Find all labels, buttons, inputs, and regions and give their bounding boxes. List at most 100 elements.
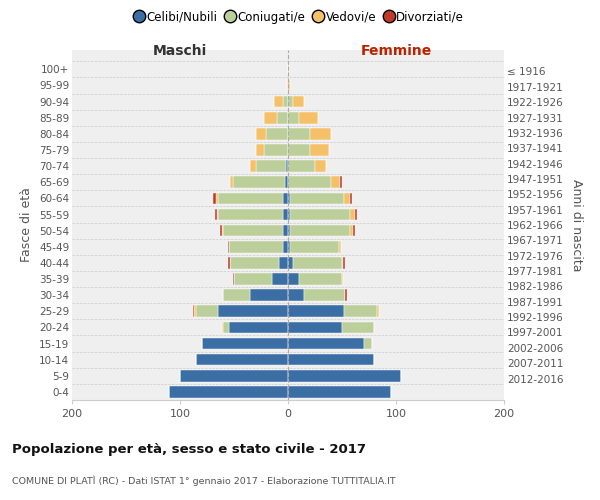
Bar: [288, 338, 364, 349]
Bar: [293, 257, 342, 268]
Bar: [194, 306, 196, 317]
Bar: [222, 225, 223, 236]
Bar: [229, 241, 283, 252]
Bar: [229, 322, 288, 333]
Bar: [288, 225, 290, 236]
Bar: [331, 176, 340, 188]
Bar: [234, 273, 272, 285]
Bar: [274, 96, 283, 108]
Bar: [355, 208, 357, 220]
Bar: [290, 192, 344, 204]
Bar: [286, 160, 288, 172]
Bar: [290, 241, 339, 252]
Bar: [256, 160, 286, 172]
Bar: [288, 112, 299, 124]
Bar: [288, 208, 290, 220]
Bar: [283, 96, 288, 108]
Bar: [283, 208, 288, 220]
Y-axis label: Fasce di età: Fasce di età: [20, 188, 34, 262]
Bar: [169, 386, 288, 398]
Bar: [288, 176, 331, 188]
Bar: [288, 80, 290, 92]
Bar: [223, 290, 250, 301]
Bar: [288, 306, 344, 317]
Bar: [288, 322, 342, 333]
Bar: [220, 225, 222, 236]
Bar: [256, 144, 264, 156]
Bar: [250, 290, 288, 301]
Bar: [343, 257, 345, 268]
Bar: [287, 80, 288, 92]
Bar: [288, 160, 315, 172]
Bar: [288, 354, 374, 366]
Bar: [227, 241, 229, 252]
Bar: [223, 225, 283, 236]
Bar: [350, 192, 352, 204]
Bar: [280, 257, 288, 268]
Bar: [342, 322, 374, 333]
Bar: [288, 370, 401, 382]
Bar: [222, 322, 223, 333]
Bar: [233, 273, 234, 285]
Bar: [310, 128, 331, 140]
Bar: [283, 225, 288, 236]
Bar: [364, 338, 372, 349]
Bar: [342, 273, 343, 285]
Bar: [288, 257, 293, 268]
Bar: [218, 306, 288, 317]
Bar: [288, 96, 293, 108]
Bar: [283, 241, 288, 252]
Bar: [180, 370, 288, 382]
Bar: [266, 128, 288, 140]
Bar: [227, 257, 230, 268]
Legend: Celibi/Nubili, Coniugati/e, Vedovi/e, Divorziati/e: Celibi/Nubili, Coniugati/e, Vedovi/e, Di…: [131, 6, 469, 28]
Bar: [345, 290, 347, 301]
Bar: [223, 322, 229, 333]
Text: Femmine: Femmine: [361, 44, 431, 58]
Bar: [215, 192, 218, 204]
Text: Popolazione per età, sesso e stato civile - 2017: Popolazione per età, sesso e stato civil…: [12, 442, 366, 456]
Bar: [290, 208, 350, 220]
Bar: [218, 192, 283, 204]
Bar: [293, 96, 304, 108]
Bar: [288, 64, 289, 75]
Bar: [230, 176, 233, 188]
Bar: [310, 144, 329, 156]
Bar: [202, 338, 288, 349]
Bar: [288, 128, 310, 140]
Bar: [214, 192, 215, 204]
Bar: [342, 257, 343, 268]
Bar: [215, 208, 217, 220]
Text: Maschi: Maschi: [153, 44, 207, 58]
Bar: [217, 208, 218, 220]
Bar: [277, 112, 288, 124]
Bar: [264, 144, 288, 156]
Bar: [304, 290, 345, 301]
Bar: [288, 241, 290, 252]
Bar: [283, 192, 288, 204]
Bar: [288, 290, 304, 301]
Bar: [264, 112, 277, 124]
Bar: [353, 225, 355, 236]
Bar: [196, 306, 218, 317]
Bar: [230, 257, 280, 268]
Bar: [196, 354, 288, 366]
Bar: [288, 144, 310, 156]
Bar: [250, 160, 256, 172]
Bar: [218, 208, 283, 220]
Bar: [288, 386, 391, 398]
Bar: [256, 128, 266, 140]
Bar: [299, 273, 342, 285]
Bar: [344, 306, 377, 317]
Bar: [233, 176, 285, 188]
Bar: [315, 160, 326, 172]
Bar: [272, 273, 288, 285]
Bar: [344, 192, 350, 204]
Bar: [290, 225, 350, 236]
Bar: [288, 273, 299, 285]
Bar: [299, 112, 318, 124]
Bar: [193, 306, 194, 317]
Y-axis label: Anni di nascita: Anni di nascita: [570, 179, 583, 271]
Bar: [350, 208, 355, 220]
Bar: [339, 241, 341, 252]
